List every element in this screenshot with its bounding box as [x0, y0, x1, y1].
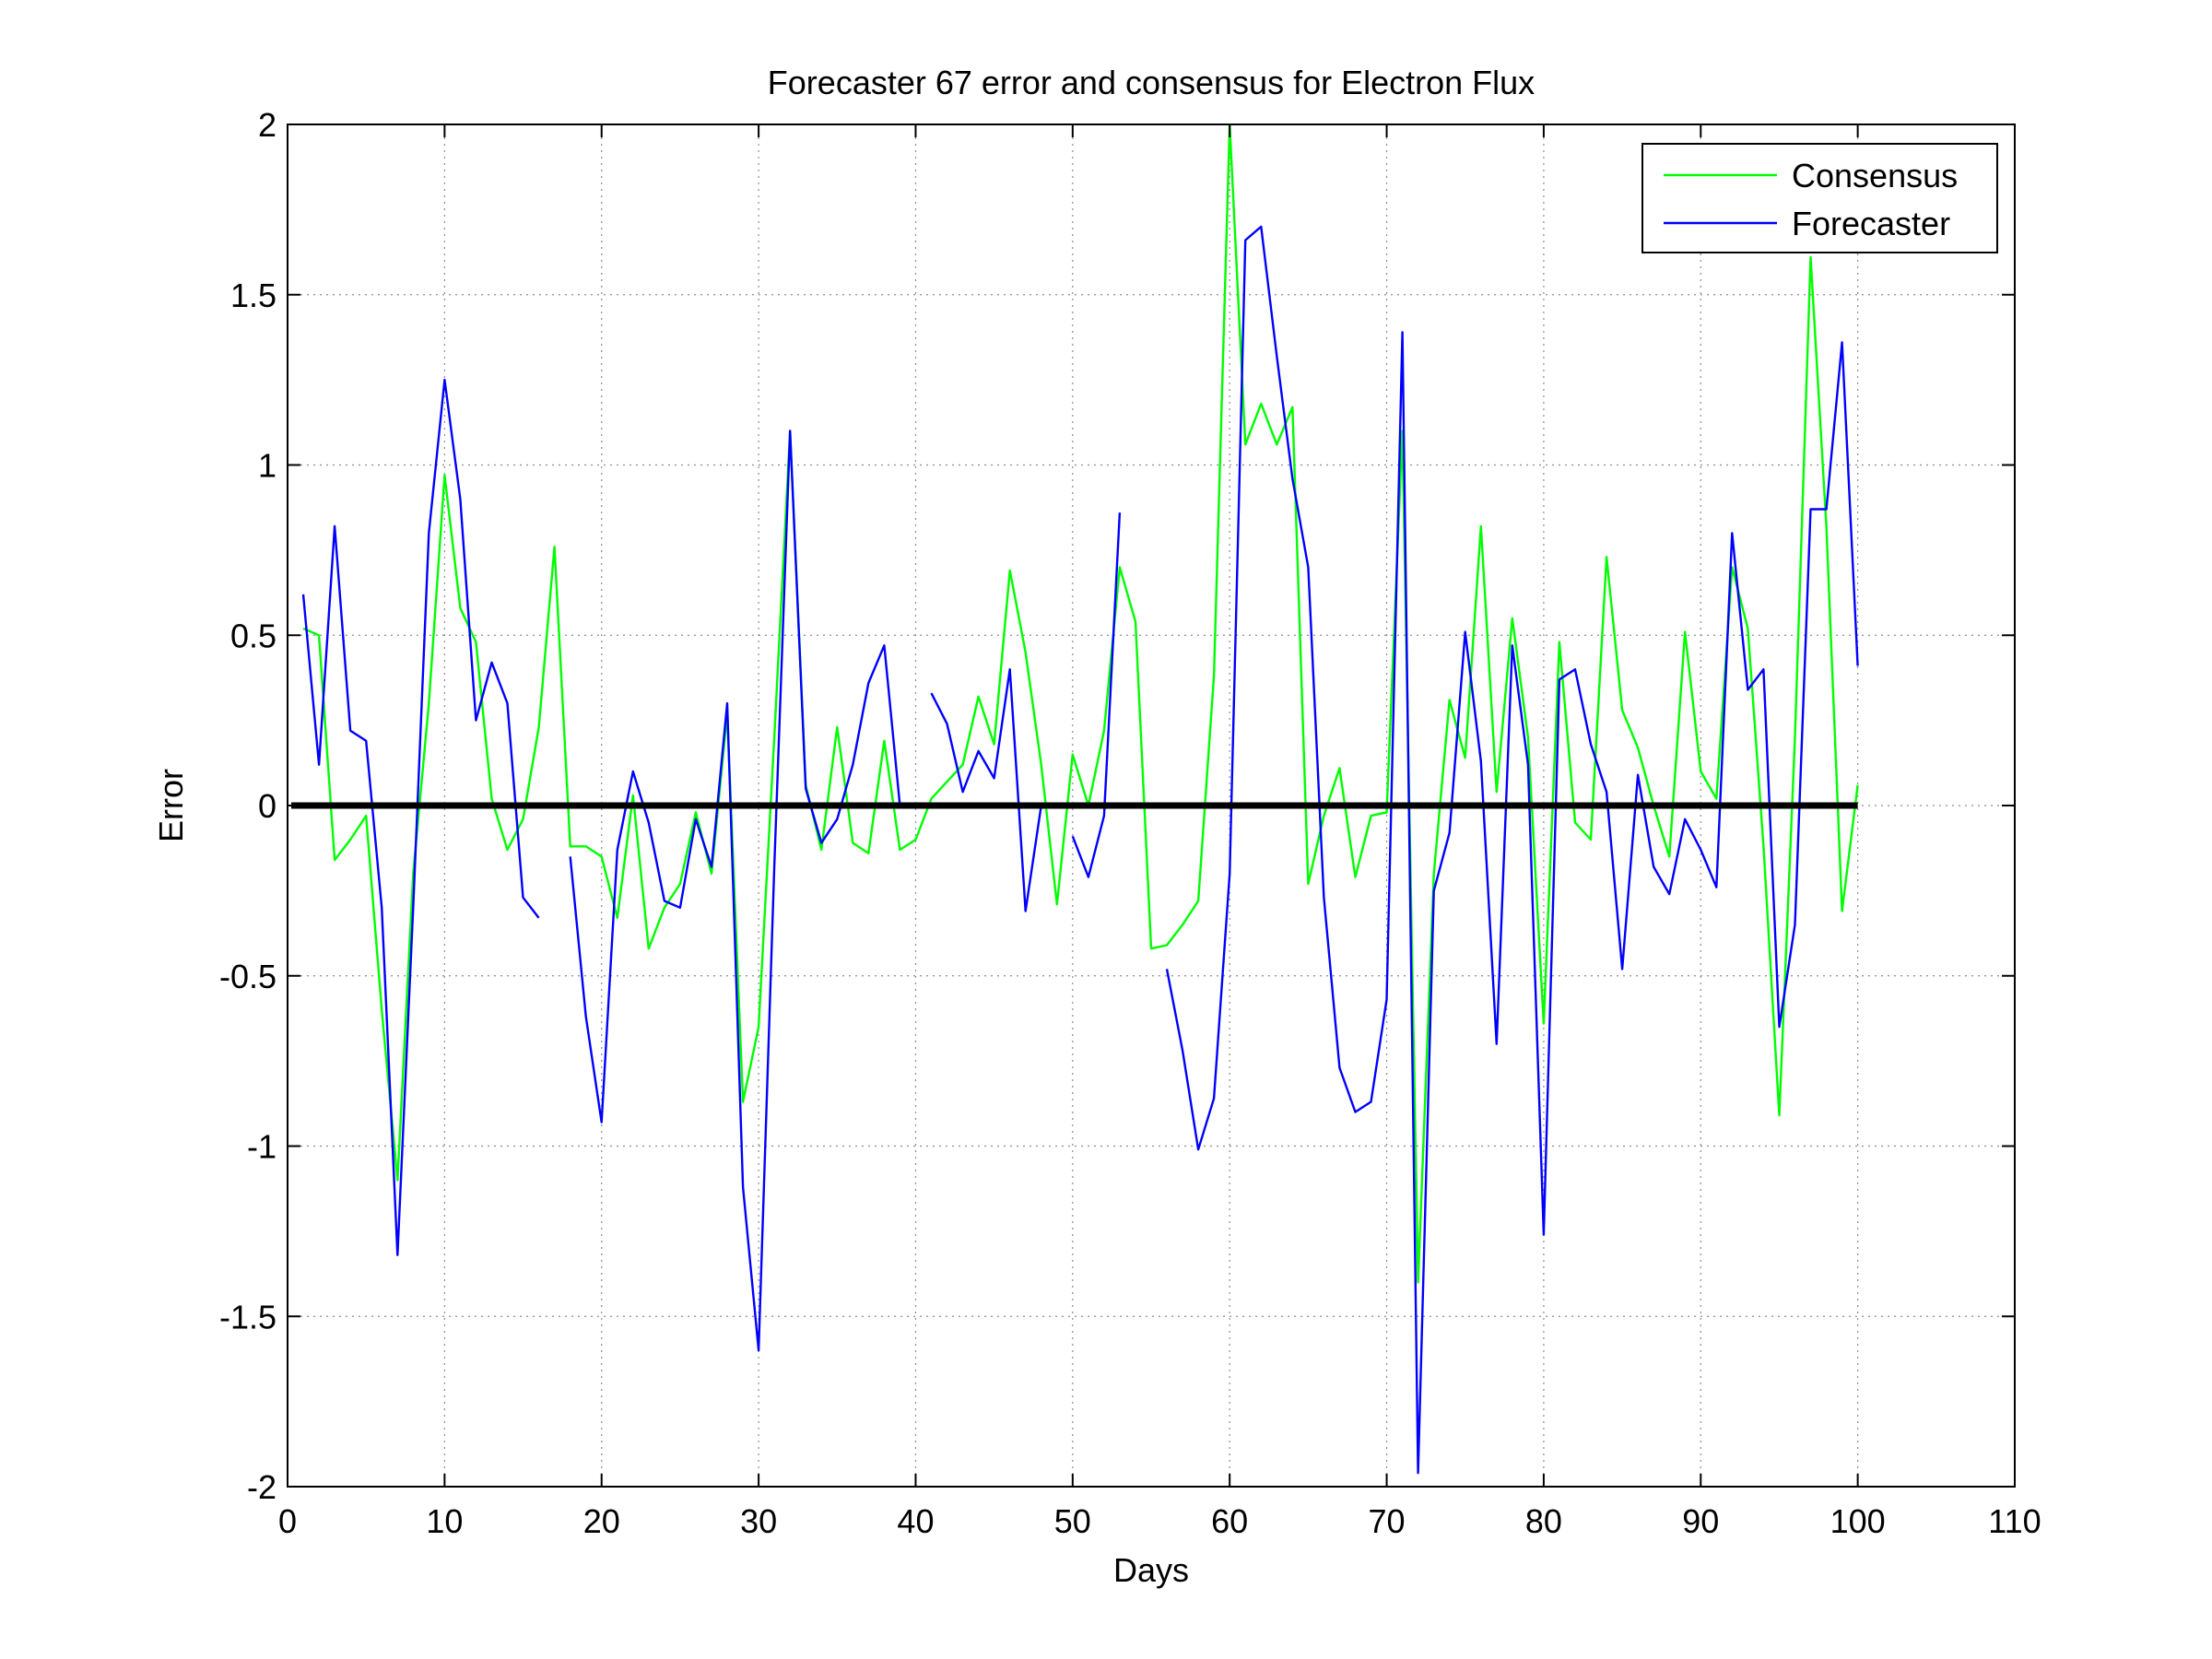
x-tick-label: 110: [1988, 1502, 2041, 1540]
y-tick-label: 2: [258, 106, 276, 144]
chart-title: Forecaster 67 error and consensus for El…: [768, 64, 1535, 101]
x-tick-label: 50: [1054, 1502, 1091, 1540]
x-tick-label: 40: [897, 1502, 934, 1540]
axis-ticks: [287, 124, 2016, 1488]
y-tick-label: 1.5: [230, 276, 276, 314]
series-lines: [291, 124, 1859, 1475]
grid: [288, 124, 2015, 1487]
legend: Consensus Forecaster: [1641, 143, 1998, 253]
y-tick-label: 0.5: [230, 617, 276, 654]
x-tick-label: 100: [1830, 1502, 1886, 1540]
legend-label-forecaster: Forecaster: [1792, 205, 1950, 242]
y-tick-label: 0: [258, 787, 276, 825]
tick-labels: 0 10 20 30 40 50 60 70 80 90 100 110 -2 -1.5 -1 -0.5 0 0.…: [219, 106, 2041, 1540]
y-tick-label: 1: [258, 447, 276, 485]
y-tick-label: -2: [247, 1468, 276, 1506]
x-tick-label: 10: [426, 1502, 463, 1540]
y-tick-label: -1: [247, 1128, 276, 1166]
x-tick-label: 30: [740, 1502, 777, 1540]
x-axis-label: Days: [1113, 1551, 1189, 1589]
x-tick-label: 70: [1369, 1502, 1406, 1540]
legend-label-consensus: Consensus: [1792, 157, 1958, 194]
x-tick-label: 60: [1211, 1502, 1248, 1540]
y-tick-label: -0.5: [219, 958, 276, 995]
y-tick-label: -1.5: [219, 1298, 276, 1335]
x-tick-label: 90: [1682, 1502, 1719, 1540]
x-tick-label: 80: [1525, 1502, 1562, 1540]
legend-box: [1641, 143, 1998, 253]
series-line-consensus: [302, 124, 1859, 1284]
x-tick-label: 0: [278, 1502, 297, 1540]
x-tick-label: 20: [583, 1502, 620, 1540]
y-axis-label: Error: [152, 769, 190, 842]
series-line-forecaster: [301, 225, 1859, 1475]
